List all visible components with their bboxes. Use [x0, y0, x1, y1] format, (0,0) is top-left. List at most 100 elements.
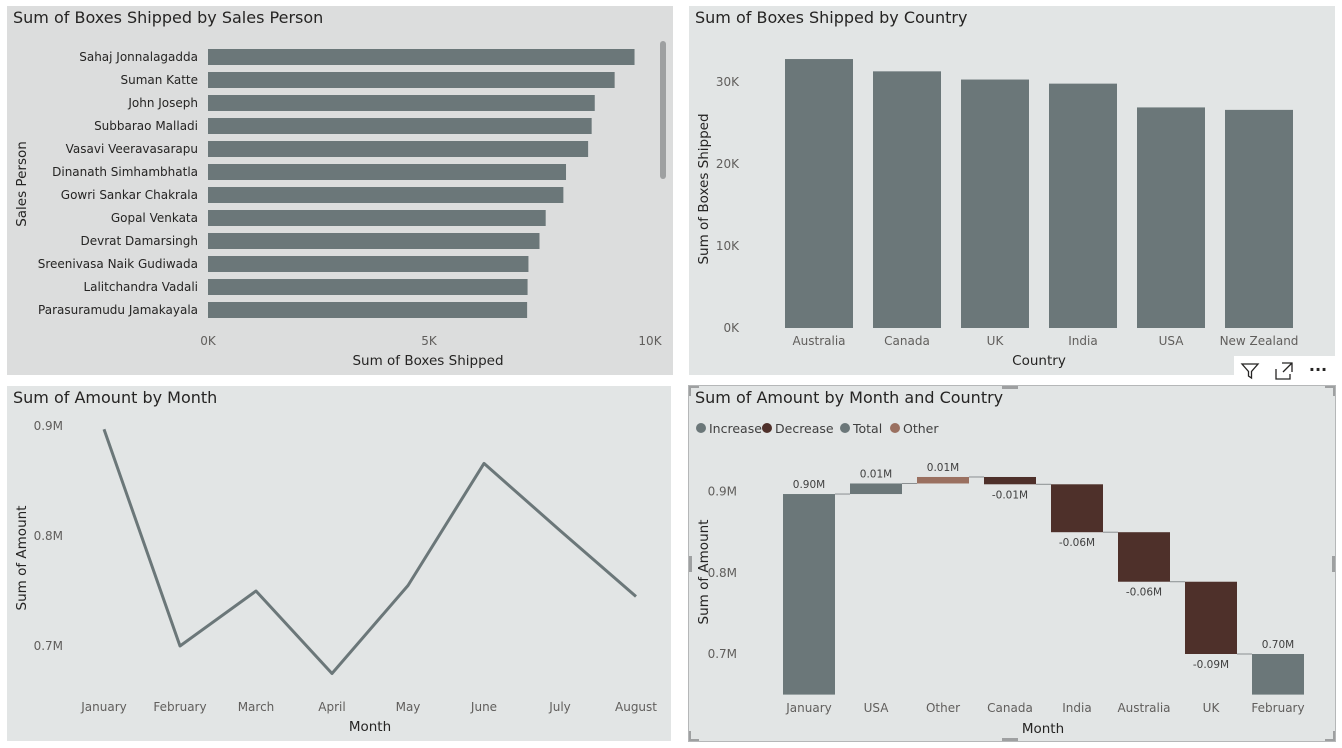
x-tick-label: January: [785, 701, 832, 715]
category-label: Gowri Sankar Chakrala: [61, 188, 198, 202]
y-axis-title: Sales Person: [14, 141, 30, 227]
legend-marker: [840, 423, 850, 433]
x-tick-label: February: [1251, 701, 1304, 715]
resize-handle[interactable]: [1325, 386, 1335, 396]
chart-title: Sum of Boxes Shipped by Country: [695, 8, 968, 27]
x-axis-title: Month: [1022, 721, 1064, 737]
bar-chart-sales-person: Sahaj Jonnalagadda Suman Katte John Joseph…: [14, 49, 663, 369]
y-axis-title: Sum of Amount: [696, 520, 712, 625]
x-tick-label: May: [396, 700, 421, 714]
y-tick-label: 30K: [716, 75, 740, 89]
x-tick-label: Other: [926, 701, 960, 715]
bar: [208, 72, 615, 88]
legend-label: Increase: [709, 421, 762, 436]
bar: [1225, 109, 1293, 328]
x-tick-label: January: [80, 700, 127, 714]
y-tick-label: 0.9M: [34, 419, 63, 433]
waterfall-bar: [1185, 581, 1237, 654]
waterfall-chart: Increase Decrease Total Other 0.7M 0.8M 0.9M 0.…: [696, 421, 1305, 737]
bar-chart-country: 0K 10K 20K 30K Australia Canada UK India USA New …: [696, 59, 1299, 369]
y-tick-label: 0K: [723, 321, 740, 335]
resize-handle[interactable]: [1332, 556, 1335, 572]
x-tick-label: New Zealand: [1220, 334, 1299, 348]
bar: [208, 187, 564, 203]
y-tick-label: 0.8M: [34, 529, 63, 543]
legend-marker: [762, 423, 772, 433]
x-tick-label: USA: [864, 701, 890, 715]
category-label: Dinanath Simhambhatla: [52, 165, 198, 179]
waterfall-bar: [850, 483, 902, 495]
resize-handle[interactable]: [689, 386, 699, 396]
x-axis-title: Month: [349, 719, 391, 735]
x-tick-label: UK: [1203, 701, 1221, 715]
x-tick-label: India: [1068, 334, 1097, 348]
bar: [208, 49, 635, 65]
waterfall-bar: [1252, 654, 1304, 695]
resize-handle[interactable]: [1002, 738, 1018, 741]
x-tick-label: USA: [1159, 334, 1185, 348]
data-label: -0.06M: [1059, 537, 1095, 549]
focus-mode-icon[interactable]: [1272, 360, 1296, 382]
bar: [208, 256, 529, 272]
chart-panel-amount-month[interactable]: Sum of Amount by Month 0.7M 0.8M 0.9M Janua…: [7, 386, 671, 741]
legend-label: Decrease: [775, 421, 834, 436]
x-tick-label: 5K: [421, 334, 438, 348]
legend-label: Total: [852, 421, 882, 436]
y-tick-label: 10K: [716, 239, 740, 253]
legend-label: Other: [903, 421, 939, 436]
y-tick-label: 0.9M: [708, 485, 737, 499]
bar: [208, 164, 567, 180]
more-options-icon[interactable]: ···: [1308, 360, 1328, 379]
visual-header-toolbar: ···: [1234, 356, 1338, 386]
data-label: 0.01M: [927, 462, 959, 474]
data-label: 0.01M: [860, 468, 892, 480]
resize-handle[interactable]: [689, 731, 699, 741]
bar: [208, 279, 528, 295]
resize-handle[interactable]: [689, 556, 692, 572]
resize-handle[interactable]: [1002, 386, 1018, 389]
x-tick-label: UK: [987, 334, 1005, 348]
scrollbar[interactable]: [660, 41, 666, 179]
y-tick-label: 0.7M: [34, 639, 63, 653]
x-tick-label: March: [238, 700, 275, 714]
bar: [208, 95, 595, 111]
chart-title: Sum of Amount by Month: [13, 388, 218, 407]
bar: [208, 118, 592, 134]
data-label: 0.70M: [1262, 639, 1294, 651]
category-label: Devrat Damarsingh: [80, 234, 198, 248]
chart-panel-waterfall[interactable]: Sum of Amount by Month and Country Incre…: [688, 385, 1336, 742]
data-label: -0.01M: [992, 489, 1028, 501]
x-tick-label: August: [615, 700, 657, 714]
category-label: Vasavi Veeravasarapu: [66, 142, 198, 156]
bar: [785, 59, 853, 328]
chart-panel-country[interactable]: Sum of Boxes Shipped by Country 0K 10K 20K…: [689, 6, 1335, 375]
line-chart-amount-month: 0.7M 0.8M 0.9M January February March April May…: [14, 419, 657, 735]
x-axis-title: Sum of Boxes Shipped: [352, 353, 503, 369]
waterfall-bar: [917, 476, 969, 484]
category-label: Sreenivasa Naik Gudiwada: [38, 257, 198, 271]
x-tick-label: 0K: [200, 334, 217, 348]
y-tick-label: 0.7M: [708, 647, 737, 661]
x-tick-label: February: [153, 700, 206, 714]
category-label: Suman Katte: [121, 73, 199, 87]
waterfall-bar: [1051, 484, 1103, 533]
chart-title: Sum of Boxes Shipped by Sales Person: [13, 8, 324, 27]
data-label: -0.09M: [1193, 659, 1229, 671]
filter-icon[interactable]: [1238, 360, 1262, 382]
x-tick-label: Australia: [792, 334, 845, 348]
x-tick-label: Australia: [1117, 701, 1170, 715]
category-label: Gopal Venkata: [111, 211, 198, 225]
x-tick-label: Canada: [987, 701, 1033, 715]
waterfall-bar: [1118, 532, 1170, 582]
waterfall-bar: [783, 494, 835, 695]
resize-handle[interactable]: [1325, 731, 1335, 741]
chart-title: Sum of Amount by Month and Country: [695, 388, 1004, 407]
bar: [1137, 107, 1205, 328]
bar: [208, 302, 528, 318]
x-tick-label: India: [1062, 701, 1091, 715]
waterfall-bar: [984, 476, 1036, 485]
category-label: Sahaj Jonnalagadda: [79, 50, 198, 64]
data-label: 0.90M: [793, 479, 825, 491]
series-line: [102, 428, 637, 675]
chart-panel-sales-person[interactable]: Sum of Boxes Shipped by Sales Person Sah…: [7, 6, 673, 375]
